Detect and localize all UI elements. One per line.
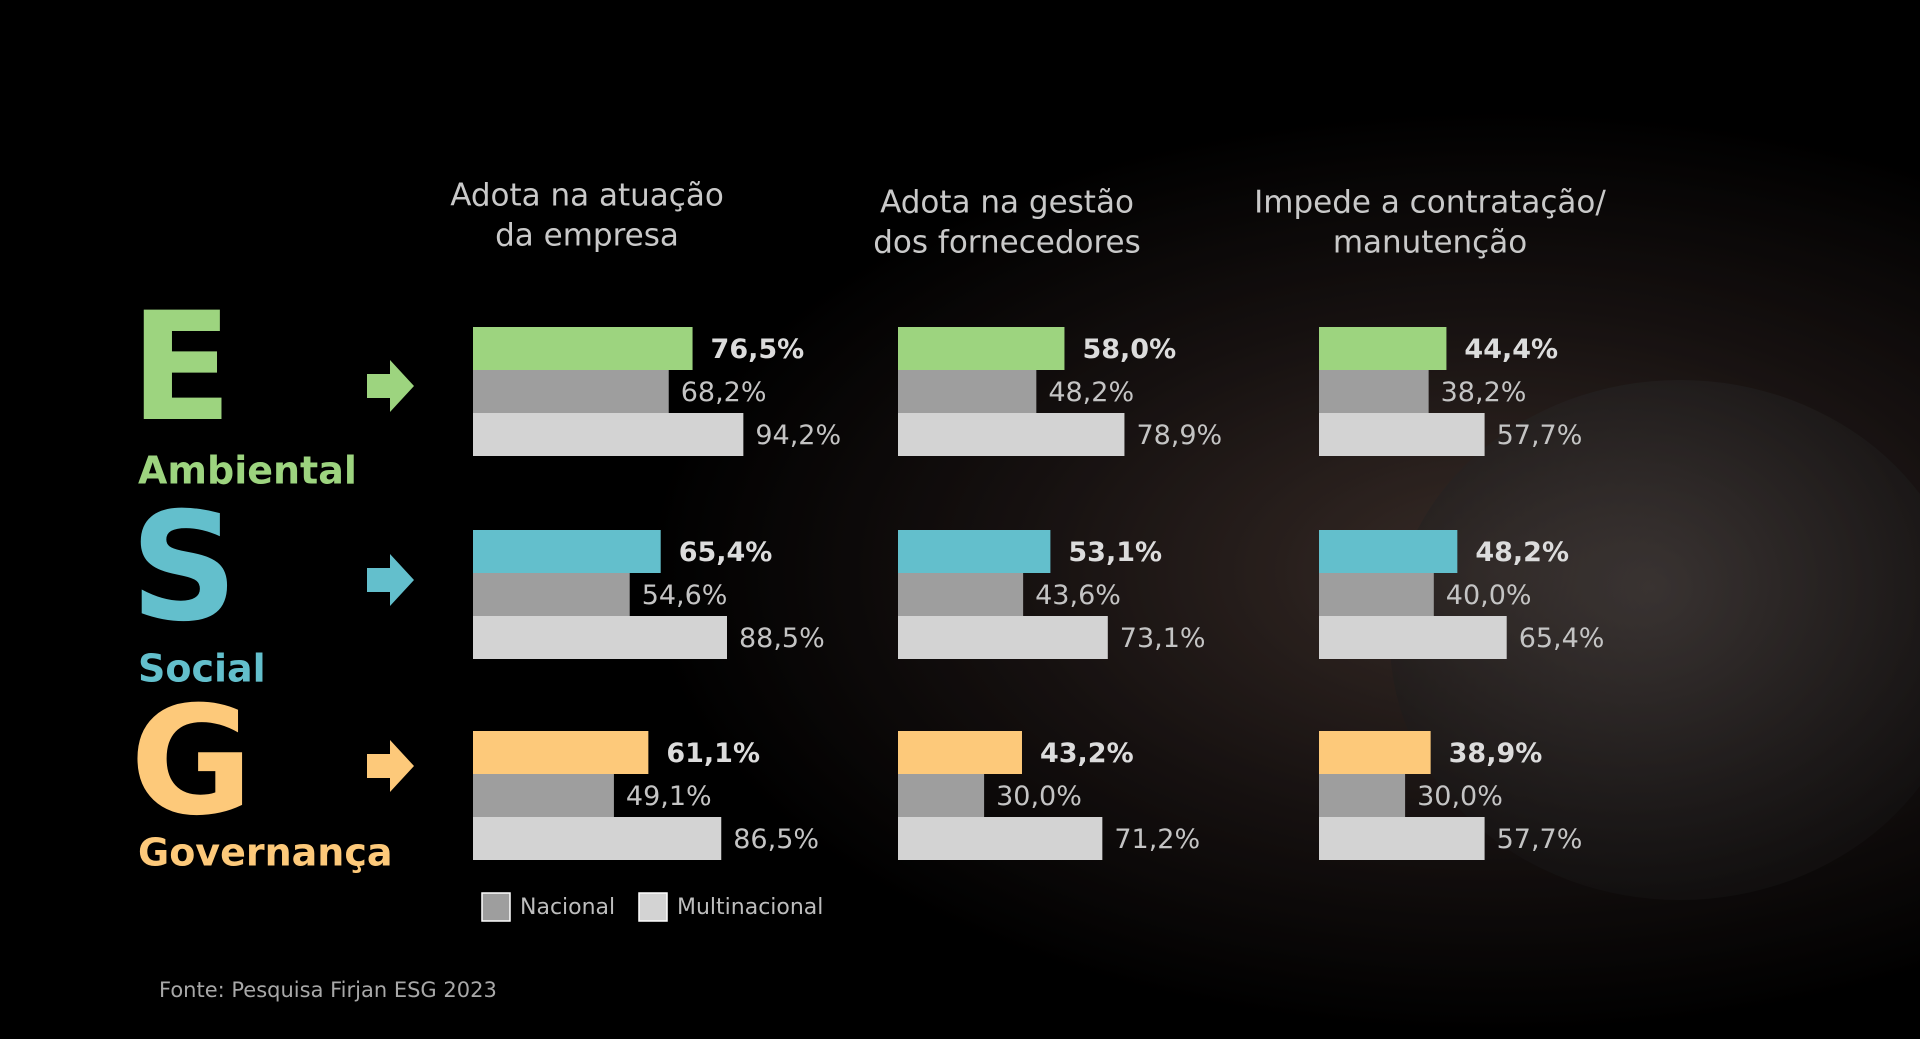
column-title: Adota na gestão — [880, 185, 1134, 221]
value-label: 49,1% — [626, 781, 712, 812]
value-label: 38,9% — [1449, 738, 1543, 769]
bar — [1319, 370, 1429, 413]
row-label: Social — [138, 647, 266, 691]
source: Fonte: Pesquisa Firjan ESG 2023 — [159, 978, 497, 1002]
value-label: 68,2% — [681, 377, 767, 408]
legend-label: Nacional — [520, 895, 615, 920]
value-label: 86,5% — [733, 824, 819, 855]
bar — [1319, 731, 1431, 774]
value-label: 43,6% — [1035, 580, 1121, 611]
value-label: 78,9% — [1136, 420, 1222, 451]
value-label: 65,4% — [679, 537, 773, 568]
bar — [1319, 774, 1406, 817]
bar — [898, 817, 1103, 860]
bar — [898, 731, 1022, 774]
legend-swatch — [638, 892, 668, 922]
content: Adota na atuação da empresa Adota na gestã… — [130, 178, 1606, 922]
value-label: 38,2% — [1441, 377, 1527, 408]
bar — [473, 413, 744, 456]
value-label: 48,2% — [1048, 377, 1134, 408]
bar — [898, 327, 1065, 370]
bar — [1319, 616, 1507, 659]
legend-swatch — [481, 892, 511, 922]
column-title: da empresa — [495, 218, 679, 254]
bar — [898, 530, 1051, 573]
value-label: 57,7% — [1497, 824, 1583, 855]
bar — [1319, 327, 1447, 370]
value-label: 44,4% — [1464, 334, 1558, 365]
legend-label: Multinacional — [677, 895, 823, 920]
value-label: 65,4% — [1519, 623, 1605, 654]
value-label: 61,1% — [666, 738, 760, 769]
bar — [473, 327, 693, 370]
column-title: manutenção — [1333, 225, 1527, 261]
bar — [473, 616, 727, 659]
value-label: 57,7% — [1497, 420, 1583, 451]
value-label: 88,5% — [739, 623, 825, 654]
bar — [473, 774, 614, 817]
value-label: 43,2% — [1040, 738, 1134, 769]
bar — [898, 573, 1024, 616]
bar — [473, 731, 649, 774]
value-label: 40,0% — [1446, 580, 1532, 611]
value-label: 48,2% — [1475, 537, 1569, 568]
bar — [1319, 413, 1485, 456]
value-label: 30,0% — [1417, 781, 1503, 812]
bar — [473, 530, 661, 573]
value-label: 94,2% — [755, 420, 841, 451]
bar — [898, 616, 1108, 659]
row-letter: G — [130, 675, 253, 849]
column-title: Impede a contratação/ — [1254, 185, 1606, 221]
value-label: 73,1% — [1120, 623, 1206, 654]
arrow — [367, 740, 414, 792]
arrow — [367, 360, 414, 412]
bar — [1319, 817, 1485, 860]
value-label: 54,6% — [642, 580, 728, 611]
row-label: Ambiental — [138, 449, 357, 493]
bar — [898, 370, 1037, 413]
bar — [473, 817, 722, 860]
value-label: 76,5% — [711, 334, 805, 365]
bar — [898, 413, 1125, 456]
row-letter: S — [130, 481, 238, 655]
column-title: dos fornecedores — [873, 225, 1141, 261]
bar — [473, 370, 669, 413]
row-letter: E — [130, 281, 232, 455]
value-label: 53,1% — [1068, 537, 1162, 568]
bar — [1319, 573, 1434, 616]
globe — [1390, 380, 1920, 900]
value-label: 71,2% — [1114, 824, 1200, 855]
bar — [898, 774, 985, 817]
value-label: 30,0% — [996, 781, 1082, 812]
bar — [1319, 530, 1458, 573]
column-title: Adota na atuação — [450, 178, 724, 214]
arrow — [367, 554, 414, 606]
row-label: Governança — [138, 831, 393, 875]
bar — [473, 573, 630, 616]
value-label: 58,0% — [1082, 334, 1176, 365]
